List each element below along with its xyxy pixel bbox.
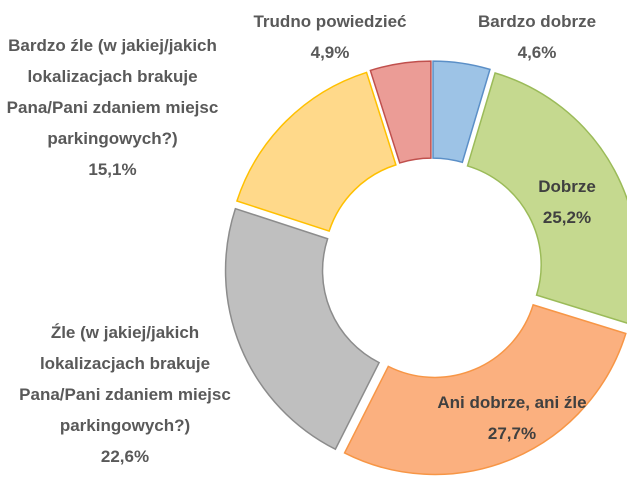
slice	[369, 60, 432, 164]
slice-label: Ani dobrze, ani źle 27,7%	[382, 387, 627, 449]
value-label: 22,6%	[100, 447, 150, 466]
category-label: Bardzo dobrze	[477, 12, 597, 31]
slice-label: Źle (w jakiej/jakich lokalizacjach braku…	[5, 317, 245, 472]
slice	[235, 71, 397, 233]
category-label: Dobrze	[538, 177, 596, 196]
value-label: 4,6%	[517, 43, 557, 62]
category-label: Ani dobrze, ani źle	[437, 393, 587, 412]
slice	[466, 72, 627, 324]
slice-label: Bardzo dobrze 4,6%	[462, 6, 612, 68]
category-label: Źle (w jakiej/jakich lokalizacjach braku…	[19, 323, 231, 435]
slice	[224, 207, 381, 451]
value-label: 25,2%	[542, 208, 592, 227]
category-label: Trudno powiedzieć	[253, 12, 407, 31]
value-label: 27,7%	[487, 424, 537, 443]
slice	[343, 303, 627, 476]
value-label: 4,9%	[310, 43, 350, 62]
slice-label: Dobrze 25,2%	[497, 171, 627, 233]
category-label: Bardzo źle (w jakiej/jakich lokalizacjac…	[6, 36, 219, 148]
value-label: 15,1%	[88, 160, 137, 179]
slice	[432, 60, 491, 164]
slice-label: Bardzo źle (w jakiej/jakich lokalizacjac…	[5, 30, 220, 185]
slice-label: Trudno powiedzieć 4,9%	[230, 6, 430, 68]
